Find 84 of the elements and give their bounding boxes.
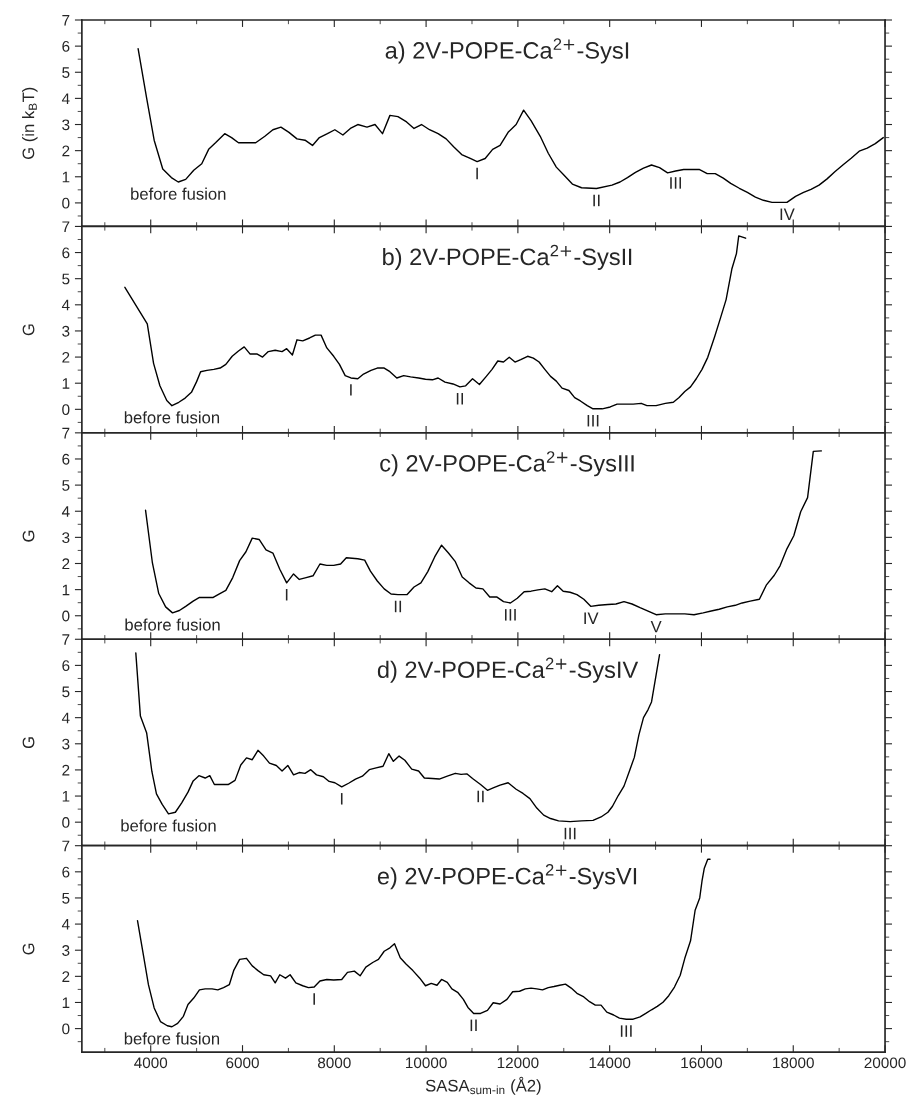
annotation: before fusion: [121, 819, 216, 832]
y-tick-label: 7: [62, 15, 70, 26]
x-tick-label: 14000: [589, 1057, 631, 1069]
annotation: V: [650, 620, 662, 633]
annotation: before fusion: [124, 411, 220, 424]
y-tick-label: 1: [62, 997, 70, 1009]
y-tick-label: 0: [62, 817, 70, 828]
annotation: IV: [584, 612, 599, 624]
y-tick-label: 2: [62, 764, 70, 776]
y-tick-label: 7: [62, 634, 70, 645]
x-tick-label: 12000: [497, 1057, 539, 1069]
x-axis-title: SASA$_{sum-in}$ (Å2): [425, 1076, 541, 1095]
annotation: before fusion: [124, 1032, 220, 1045]
y-tick-label: 5: [62, 892, 70, 904]
text: a) 2V-POPE-Ca$^{2+}$-SysI: [385, 38, 629, 64]
y-tick-label: 4: [61, 712, 70, 724]
y-tick-label: 6: [62, 453, 70, 465]
y-axis-title: G: [22, 324, 35, 336]
y-axis-title: G: [22, 943, 35, 955]
y-tick-label: 2: [62, 351, 70, 363]
y-tick-label: 2: [62, 971, 70, 982]
line-series: [124, 235, 747, 410]
x-tick-label: 20000: [864, 1057, 906, 1069]
annotation: before fusion: [125, 618, 220, 631]
text: e) 2V-POPE-Ca$^{2+}$-SysVI: [377, 864, 637, 890]
y-tick-label: 3: [62, 738, 70, 750]
annotation: III: [620, 1025, 632, 1037]
annotation: I: [285, 589, 288, 601]
annotation: I: [350, 384, 352, 396]
y-axis-title: G: [22, 530, 35, 542]
annotation: II: [394, 600, 402, 613]
y-tick-label: 4: [61, 299, 70, 311]
annotation: III: [564, 827, 576, 840]
annotation: II: [470, 1019, 477, 1032]
annotation: II: [456, 393, 464, 405]
x-tick-label: 10000: [406, 1057, 447, 1069]
y-tick-label: 6: [62, 41, 70, 52]
text: c) 2V-POPE-Ca$^{2+}$-SysIII: [380, 451, 634, 477]
y-tick-label: 3: [62, 119, 70, 131]
y-axis-title: G (in k$_{B}$T): [22, 87, 38, 160]
y-tick-label: 5: [62, 480, 70, 491]
x-tick-label: 6000: [226, 1057, 259, 1069]
y-tick-label: 1: [62, 584, 70, 596]
y-tick-label: 4: [61, 93, 70, 104]
y-tick-label: 1: [62, 791, 70, 802]
x-tick-label: 8000: [317, 1057, 351, 1069]
x-tick-label: 4000: [134, 1057, 168, 1069]
annotation: III: [504, 609, 516, 621]
x-tick-label: 16000: [681, 1057, 723, 1069]
y-tick-label: 0: [62, 404, 70, 416]
annotation: I: [340, 793, 343, 805]
y-axis-title: G: [22, 737, 35, 749]
y-tick-label: 0: [62, 1023, 70, 1035]
annotation: IV: [780, 208, 795, 221]
y-tick-label: 2: [62, 145, 70, 157]
annotation: I: [313, 993, 315, 1005]
y-tick-label: 0: [62, 610, 70, 622]
y-tick-label: 3: [62, 532, 70, 544]
y-tick-label: 5: [62, 273, 70, 285]
y-tick-label: 5: [62, 67, 70, 78]
annotation: before fusion: [131, 187, 226, 200]
y-tick-label: 0: [62, 197, 70, 209]
y-tick-label: 4: [61, 919, 70, 930]
y-tick-label: 1: [62, 171, 70, 183]
y-tick-label: 7: [62, 840, 70, 852]
annotation: III: [587, 414, 599, 427]
y-tick-label: 4: [61, 506, 70, 517]
y-tick-label: 6: [62, 866, 70, 878]
annotation: I: [476, 167, 478, 180]
annotation: III: [670, 177, 682, 189]
x-tick-label: 18000: [773, 1057, 814, 1069]
y-tick-label: 7: [62, 427, 70, 439]
y-tick-label: 6: [62, 247, 70, 259]
y-tick-label: 7: [62, 221, 70, 232]
annotation: II: [477, 790, 484, 803]
text: d) 2V-POPE-Ca$^{2+}$-SysIV: [377, 657, 639, 683]
y-tick-label: 1: [62, 378, 70, 389]
annotation: II: [593, 194, 600, 207]
y-tick-label: 5: [62, 686, 70, 698]
y-tick-label: 6: [62, 660, 70, 672]
text: b) 2V-POPE-Ca$^{2+}$-SysII: [383, 244, 632, 270]
y-tick-label: 3: [62, 945, 70, 956]
y-tick-label: 2: [62, 558, 70, 570]
y-tick-label: 3: [62, 325, 70, 337]
